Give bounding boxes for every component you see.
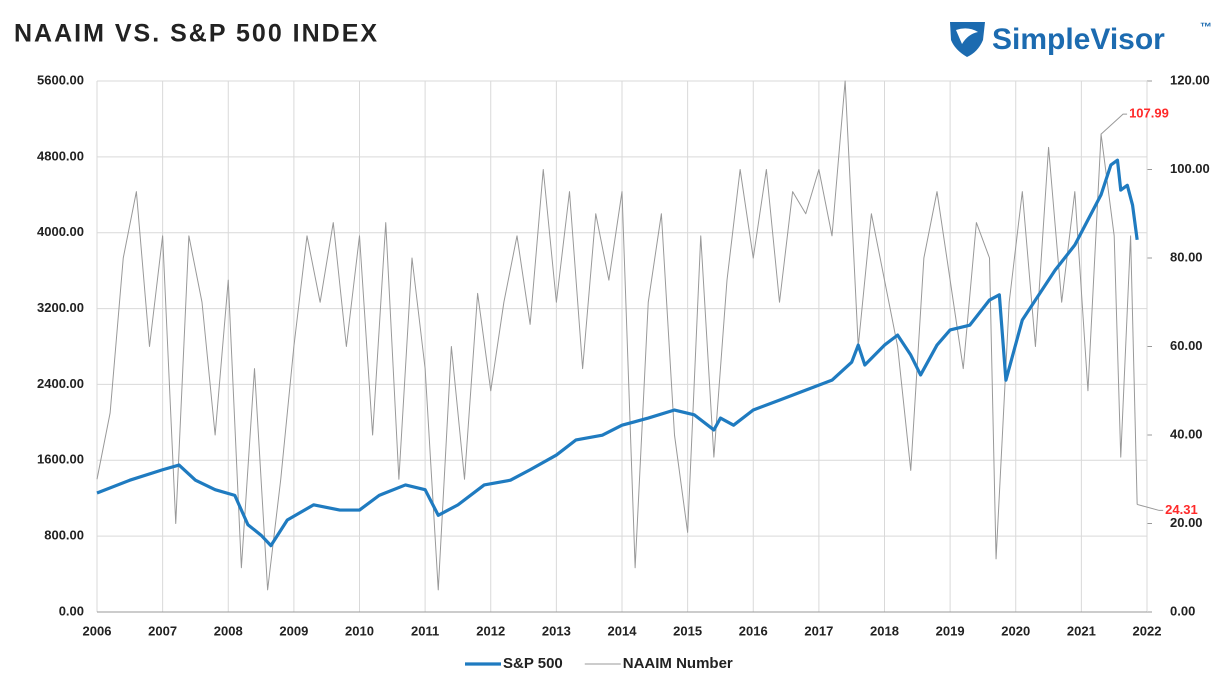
y-tick-label: 800.00 — [44, 528, 84, 543]
logo: SimpleVisor ™ — [950, 20, 1212, 57]
annotation-leader — [1137, 503, 1164, 511]
y2-tick-label: 100.00 — [1170, 161, 1210, 176]
x-tick-label: 2008 — [214, 623, 243, 638]
x-tick-label: 2012 — [476, 623, 505, 638]
logo-icon-detail — [956, 28, 978, 44]
x-tick-label: 2007 — [148, 623, 177, 638]
x-tick-label: 2019 — [936, 623, 965, 638]
annotation: 24.31 — [1165, 502, 1198, 517]
x-tick-label: 2013 — [542, 623, 571, 638]
series-line — [96, 158, 1139, 548]
chart-title: NAAIM VS. S&P 500 INDEX — [14, 20, 379, 48]
annotation: 107.99 — [1129, 106, 1169, 121]
y2-tick-label: 20.00 — [1170, 515, 1203, 530]
x-tick-label: 2016 — [739, 623, 768, 638]
legend-label: S&P 500 — [503, 655, 563, 672]
y2-tick-label: 40.00 — [1170, 426, 1203, 441]
logo-text: SimpleVisor — [992, 23, 1165, 56]
y2-tick-label: 60.00 — [1170, 338, 1203, 353]
x-tick-label: 2010 — [345, 623, 374, 638]
y-tick-label: 2400.00 — [37, 376, 84, 391]
x-tick-label: 2022 — [1133, 623, 1162, 638]
logo-mark: ™ — [1200, 20, 1212, 34]
y-tick-label: 4800.00 — [37, 148, 84, 163]
y-tick-label: 4000.00 — [37, 224, 84, 239]
y-tick-label: 1600.00 — [37, 452, 84, 467]
x-tick-label: 2021 — [1067, 623, 1096, 638]
y2-tick-label: 80.00 — [1170, 249, 1203, 264]
x-tick-label: 2015 — [673, 623, 702, 638]
x-tick-label: 2017 — [804, 623, 833, 638]
x-tick-label: 2006 — [83, 623, 112, 638]
series-line — [96, 80, 1138, 591]
x-tick-label: 2014 — [608, 623, 638, 638]
x-tick-label: 2009 — [279, 623, 308, 638]
y-tick-label: 0.00 — [59, 603, 84, 618]
x-tick-label: 2018 — [870, 623, 899, 638]
y2-tick-label: 0.00 — [1170, 603, 1195, 618]
x-tick-label: 2020 — [1001, 623, 1030, 638]
annotation-leader — [1100, 113, 1128, 135]
legend-label: NAAIM Number — [623, 655, 733, 672]
x-tick-label: 2011 — [411, 623, 439, 638]
y-tick-label: 3200.00 — [37, 300, 84, 315]
y-tick-label: 5600.00 — [37, 72, 84, 87]
y2-tick-label: 120.00 — [1170, 72, 1210, 87]
